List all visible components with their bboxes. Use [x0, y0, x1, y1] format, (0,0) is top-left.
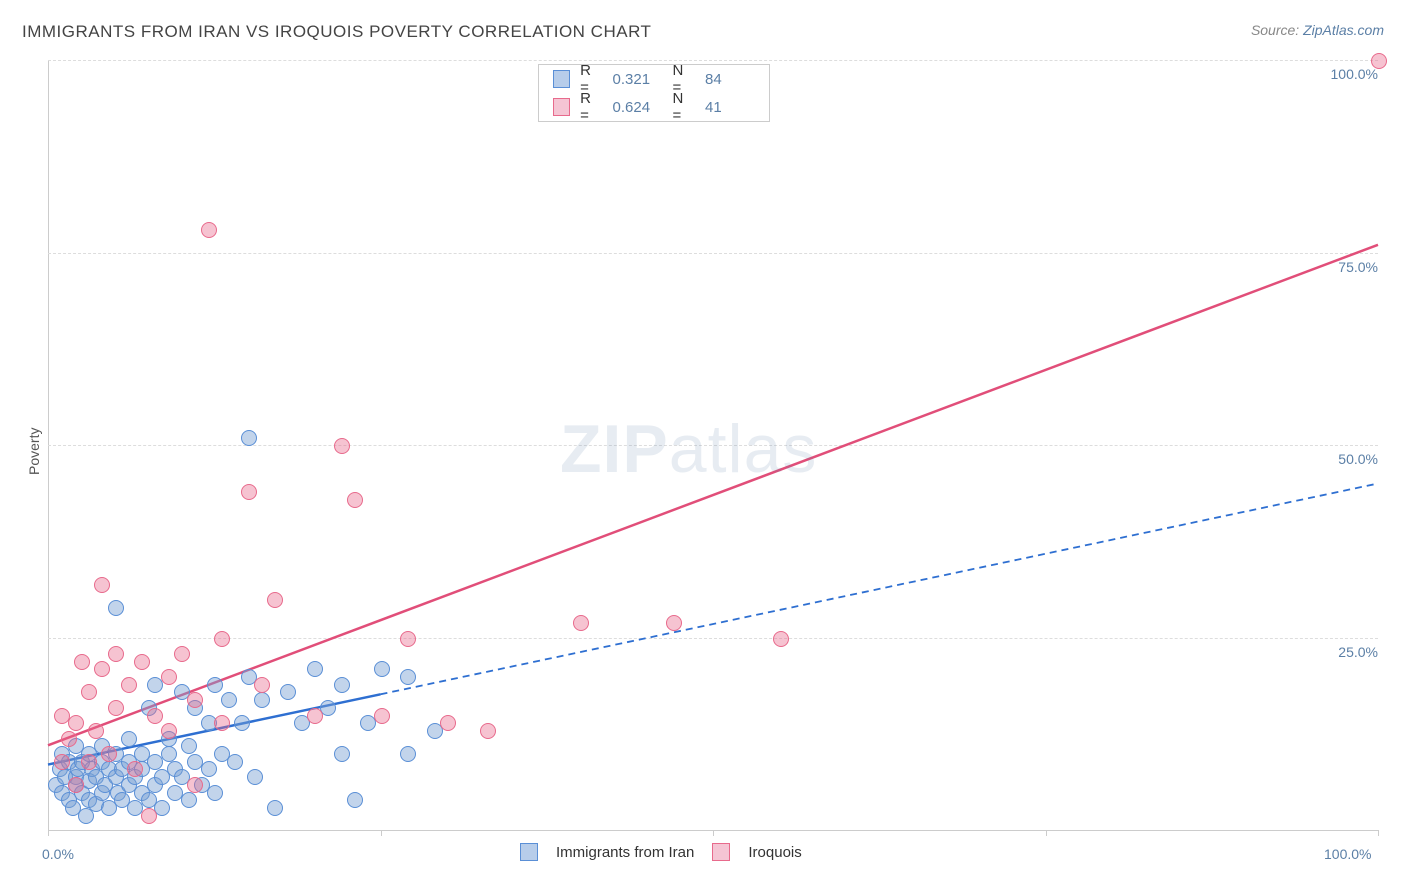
y-axis-title: Poverty: [26, 428, 42, 475]
y-tick-label: 25.0%: [1308, 644, 1378, 660]
stats-row-iroquois: R = 0.624 N = 41: [539, 93, 769, 121]
legend: Immigrants from Iran Iroquois: [520, 843, 802, 861]
legend-label-iran: Immigrants from Iran: [556, 844, 694, 861]
data-point-iran: [374, 661, 390, 677]
chart-title: IMMIGRANTS FROM IRAN VS IROQUOIS POVERTY…: [22, 22, 651, 42]
data-point-iroquois: [68, 777, 84, 793]
data-point-iroquois: [108, 700, 124, 716]
data-point-iroquois: [480, 723, 496, 739]
legend-swatch-iran: [520, 843, 538, 861]
gridline: [48, 638, 1378, 639]
data-point-iran: [227, 754, 243, 770]
data-point-iroquois: [94, 577, 110, 593]
x-tick: [48, 830, 49, 836]
data-point-iran: [254, 692, 270, 708]
data-point-iroquois: [214, 715, 230, 731]
data-point-iroquois: [187, 777, 203, 793]
data-point-iroquois: [254, 677, 270, 693]
source-attribution: Source: ZipAtlas.com: [1251, 22, 1384, 38]
data-point-iroquois: [134, 654, 150, 670]
data-point-iroquois: [121, 677, 137, 693]
data-point-iroquois: [61, 731, 77, 747]
data-point-iran: [207, 785, 223, 801]
data-point-iran: [181, 738, 197, 754]
n-label: N =: [673, 90, 695, 124]
stats-row-iran: R = 0.321 N = 84: [539, 65, 769, 93]
x-axis-label-max: 100.0%: [1324, 846, 1371, 862]
data-point-iroquois: [307, 708, 323, 724]
data-point-iroquois: [374, 708, 390, 724]
legend-swatch-iroquois: [712, 843, 730, 861]
legend-label-iroquois: Iroquois: [748, 844, 801, 861]
data-point-iroquois: [108, 646, 124, 662]
n-value-iroquois: 41: [705, 99, 755, 116]
swatch-iroquois: [553, 98, 570, 116]
data-point-iroquois: [101, 746, 117, 762]
data-point-iroquois: [81, 754, 97, 770]
y-tick-label: 50.0%: [1308, 451, 1378, 467]
r-label: R =: [580, 90, 602, 124]
data-point-iroquois: [267, 592, 283, 608]
x-axis-label-min: 0.0%: [42, 846, 74, 862]
data-point-iran: [347, 792, 363, 808]
data-point-iran: [234, 715, 250, 731]
stats-box: R = 0.321 N = 84 R = 0.624 N = 41: [538, 64, 770, 122]
data-point-iroquois: [174, 646, 190, 662]
data-point-iroquois: [773, 631, 789, 647]
data-point-iroquois: [347, 492, 363, 508]
data-point-iroquois: [241, 484, 257, 500]
data-point-iroquois: [334, 438, 350, 454]
data-point-iran: [121, 731, 137, 747]
data-point-iroquois: [141, 808, 157, 824]
x-tick: [1046, 830, 1047, 836]
data-point-iran: [221, 692, 237, 708]
x-tick: [713, 830, 714, 836]
data-point-iroquois: [88, 723, 104, 739]
n-value-iran: 84: [705, 71, 755, 88]
data-point-iroquois: [573, 615, 589, 631]
source-value: ZipAtlas.com: [1303, 22, 1384, 38]
y-tick-label: 100.0%: [1308, 66, 1378, 82]
source-label: Source:: [1251, 22, 1303, 38]
data-point-iran: [267, 800, 283, 816]
x-tick: [381, 830, 382, 836]
gridline: [48, 253, 1378, 254]
data-point-iran: [334, 677, 350, 693]
data-point-iroquois: [161, 669, 177, 685]
data-point-iroquois: [1371, 53, 1387, 69]
data-point-iran: [201, 761, 217, 777]
data-point-iran: [161, 746, 177, 762]
data-point-iran: [108, 600, 124, 616]
r-value-iran: 0.321: [613, 71, 663, 88]
r-value-iroquois: 0.624: [613, 99, 663, 116]
data-point-iroquois: [74, 654, 90, 670]
data-point-iroquois: [161, 723, 177, 739]
data-point-iroquois: [54, 754, 70, 770]
data-point-iran: [400, 669, 416, 685]
data-point-iran: [334, 746, 350, 762]
x-tick: [1378, 830, 1379, 836]
data-point-iroquois: [68, 715, 84, 731]
data-point-iroquois: [400, 631, 416, 647]
data-point-iran: [181, 792, 197, 808]
data-point-iroquois: [201, 222, 217, 238]
data-point-iran: [207, 677, 223, 693]
data-point-iran: [400, 746, 416, 762]
data-point-iroquois: [147, 708, 163, 724]
gridline: [48, 60, 1378, 61]
data-point-iran: [241, 430, 257, 446]
data-point-iroquois: [214, 631, 230, 647]
swatch-iran: [553, 70, 570, 88]
y-tick-label: 75.0%: [1308, 259, 1378, 275]
